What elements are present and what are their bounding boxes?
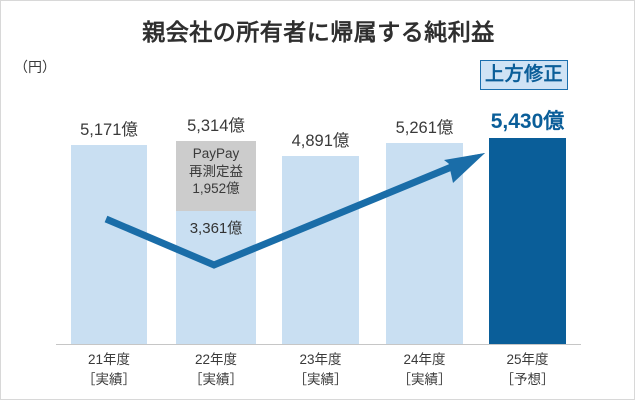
- category-label-fy24-year: 24年度: [403, 352, 446, 367]
- category-label-fy22-note: ［実績］: [189, 371, 243, 387]
- axis-baseline: [56, 344, 581, 345]
- category-label-fy21-note: ［実績］: [82, 371, 136, 387]
- bar-fy22: PayPay 再測定益 1,952億 3,361億: [176, 141, 256, 344]
- unit-label: （円）: [14, 59, 56, 75]
- category-label-fy23-year: 23年度: [299, 352, 342, 367]
- paypay-segment-value: 1,952億: [192, 181, 240, 197]
- category-label-fy25-year: 25年度: [506, 352, 549, 367]
- category-label-fy25: 25年度 ［予想］: [489, 350, 566, 389]
- category-label-fy24-note: ［実績］: [397, 371, 452, 387]
- category-label-fy22: 22年度 ［実績］: [176, 350, 256, 389]
- category-label-fy22-year: 22年度: [194, 352, 238, 367]
- category-label-fy23-note: ［実績］: [293, 371, 348, 387]
- category-label-fy25-note: ［予想］: [500, 371, 555, 387]
- value-label-fy23: 4,891億: [291, 132, 350, 150]
- bar-fy23: [282, 156, 359, 344]
- bar-fy21: [71, 145, 147, 344]
- value-label-fy24: 5,261億: [395, 119, 454, 137]
- base-profit-value-fy22: 3,361億: [189, 220, 243, 237]
- category-label-fy24: 24年度 ［実績］: [386, 350, 463, 389]
- chart-title: 親会社の所有者に帰属する純利益: [142, 19, 495, 45]
- category-label-fy21: 21年度 ［実績］: [71, 350, 147, 389]
- category-label-fy23: 23年度 ［実績］: [282, 350, 359, 389]
- upward-revision-badge: 上方修正: [480, 60, 568, 90]
- value-label-fy25: 5,430億: [490, 110, 565, 133]
- bar-fy24: [386, 143, 463, 344]
- paypay-segment-name-line2: 再測定益: [189, 163, 243, 179]
- value-label-fy22: 5,314億: [187, 117, 245, 135]
- paypay-segment-name-line1: PayPay: [192, 146, 240, 161]
- value-label-fy21: 5,171億: [80, 121, 138, 139]
- bar-fy25-forecast: [489, 138, 566, 344]
- category-label-fy21-year: 21年度: [87, 352, 131, 367]
- paypay-remeasurement-segment: PayPay 再測定益 1,952億: [176, 141, 256, 211]
